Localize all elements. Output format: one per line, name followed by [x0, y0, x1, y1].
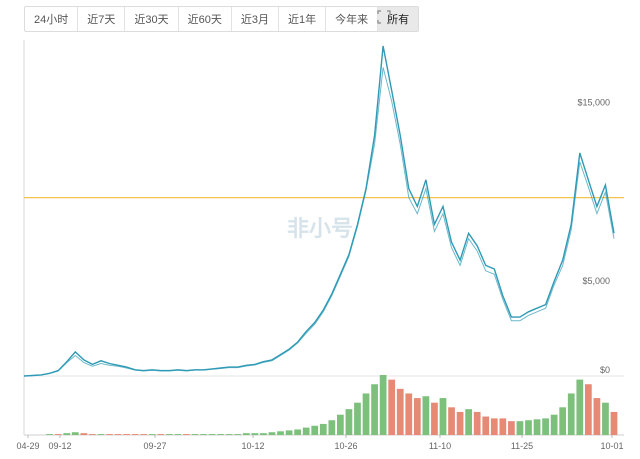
volume-bar — [285, 430, 293, 435]
volume-bar — [413, 398, 421, 435]
volume-bar — [277, 431, 284, 435]
volume-bar — [148, 434, 156, 435]
volume-bar — [123, 434, 130, 435]
volume-bar — [268, 432, 276, 435]
tab-5[interactable]: 近1年 — [279, 7, 327, 31]
volume-bar — [525, 420, 532, 435]
volume-bar — [294, 429, 301, 435]
volume-bar — [97, 434, 105, 435]
x-tick-label: 11-25 — [511, 441, 533, 451]
volume-bar — [379, 375, 387, 435]
volume-bar — [593, 398, 601, 435]
tab-7[interactable]: 所有 — [378, 7, 419, 31]
volume-bar — [396, 388, 404, 435]
volume-bar — [508, 421, 515, 435]
tab-2[interactable]: 近30天 — [125, 7, 179, 31]
volume-bar — [140, 434, 148, 435]
volume-bar — [106, 434, 113, 435]
x-tick-label: 10-12 — [241, 441, 264, 451]
tab-0[interactable]: 24小时 — [25, 7, 79, 31]
volume-bar — [165, 434, 173, 435]
volume-bar — [311, 425, 319, 435]
volume-bar — [174, 434, 182, 435]
volume-bar — [80, 433, 88, 435]
volume-bar — [114, 434, 122, 435]
volume-bar — [533, 419, 541, 435]
y-tick-label: $0 — [600, 365, 610, 375]
tab-6[interactable]: 今年来 — [326, 7, 379, 31]
x-tick-label: 10-26 — [334, 441, 357, 451]
tab-3[interactable]: 近60天 — [179, 7, 232, 31]
volume-bar — [610, 411, 618, 435]
volume-bar — [217, 434, 225, 435]
volume-bar — [345, 409, 353, 435]
x-tick-label: 09-12 — [48, 441, 71, 451]
volume-bar — [131, 434, 139, 435]
price-chart-svg: 非小号 $0 $5,000 $15,000 04-29 09-12 09-27 10-12 10… — [16, 40, 624, 451]
volume-bar — [354, 402, 361, 435]
volume-bar — [482, 416, 490, 435]
timeframe-tabs: 24小时 近7天 近30天 近60天 近3月 近1年 今年来 所有 — [24, 6, 420, 32]
volume-bar — [46, 434, 54, 435]
volume-bar — [362, 393, 370, 435]
volume-bar — [183, 434, 190, 435]
x-tick-label: 09-27 — [143, 441, 166, 451]
volume-bar — [473, 411, 481, 435]
volume-bar — [234, 434, 242, 435]
volume-bar — [388, 379, 396, 435]
x-tick-label: 04-29 — [16, 441, 39, 451]
volume-bar — [54, 434, 62, 435]
x-tick-label: 11-10 — [429, 441, 451, 451]
volume-bar — [448, 407, 455, 435]
volume-bar — [576, 379, 584, 435]
volume-bar — [157, 434, 165, 435]
volume-bar — [405, 393, 413, 435]
price-line — [23, 45, 615, 377]
volume-bar — [200, 434, 207, 435]
volume-bar — [516, 421, 524, 435]
volume-bar — [456, 411, 464, 435]
volume-bar — [337, 414, 344, 435]
price-line-lower — [23, 67, 615, 377]
watermark: 非小号 — [287, 216, 353, 241]
volume-bar — [251, 433, 259, 435]
tab-1[interactable]: 近7天 — [78, 7, 126, 31]
volume-bar — [242, 433, 250, 435]
volume-bar — [465, 409, 473, 435]
volume-bar — [542, 418, 549, 435]
volume-bar — [371, 384, 378, 435]
x-tick-label: 10-01 — [600, 441, 623, 451]
price-chart: 非小号 $0 $5,000 $15,000 04-29 09-12 09-27 10-12 10… — [0, 40, 640, 454]
volume-bar — [431, 402, 438, 435]
volume-bar — [319, 423, 327, 435]
volume-bar — [439, 398, 447, 435]
volume-bar — [63, 433, 71, 435]
volume-bar — [302, 427, 310, 435]
volume-bar — [260, 433, 267, 435]
expand-icon[interactable] — [376, 9, 392, 25]
volume-bar — [422, 396, 430, 435]
y-tick-label: $15,000 — [577, 97, 610, 107]
volume-bar — [71, 432, 79, 435]
volume-bar — [328, 420, 336, 435]
volume-bar — [584, 384, 592, 435]
volume-bar — [602, 402, 609, 435]
expand-icon-glyph — [377, 10, 391, 24]
volume-bar — [559, 407, 567, 435]
y-tick-label: $5,000 — [582, 276, 610, 286]
volume-bar — [490, 418, 498, 435]
volume-bar — [89, 434, 96, 435]
tab-4[interactable]: 近3月 — [232, 7, 279, 31]
volume-bar — [191, 434, 199, 435]
volume-bar — [567, 393, 575, 435]
volume-bar — [550, 414, 558, 435]
volume-bar — [208, 434, 216, 435]
volume-bar — [225, 434, 233, 435]
volume-bar — [499, 418, 507, 435]
